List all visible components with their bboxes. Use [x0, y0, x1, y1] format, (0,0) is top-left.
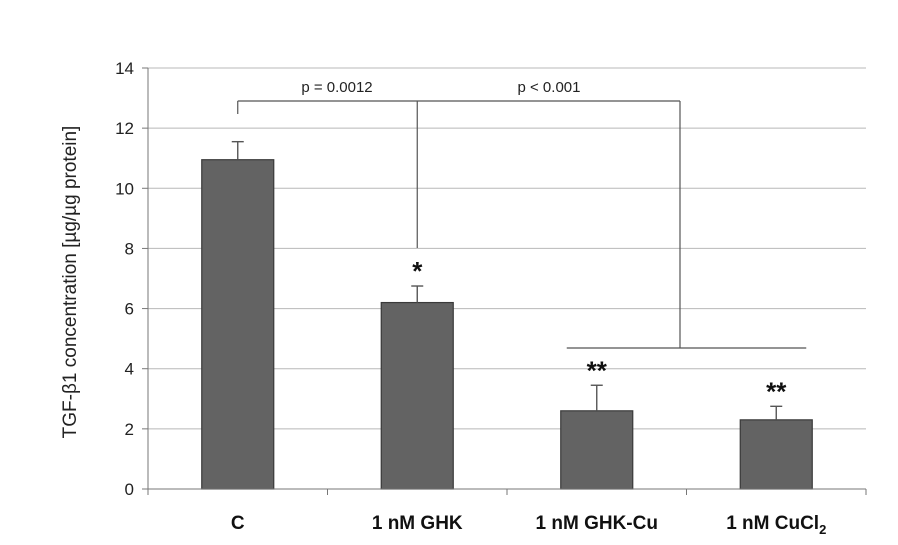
bar	[739, 419, 813, 490]
significance-marker: **	[766, 376, 787, 406]
bar	[560, 410, 634, 490]
y-tick-label: 0	[125, 480, 134, 499]
x-category-label: 1 nM GHK	[372, 513, 463, 534]
x-category-label: C	[231, 513, 245, 534]
x-category-label: 1 nM GHK-Cu	[536, 513, 658, 534]
p-value-label: p = 0.0012	[301, 79, 372, 96]
axes: 0 2 4 6 8 10 12 14 C 1 nM GHK 1 nM GHK-Cu 1 nM CuCl…	[115, 59, 867, 537]
y-tick-label: 8	[125, 239, 134, 258]
y-tick-label: 14	[115, 59, 134, 78]
x-category-label: 1 nM CuCl2	[726, 513, 826, 537]
significance-marker: *	[412, 256, 423, 286]
y-tick-label: 10	[115, 179, 134, 198]
y-tick-label: 2	[125, 420, 134, 439]
significance-marker: **	[587, 355, 608, 385]
y-tick-label: 12	[115, 119, 134, 138]
y-tick-label: 4	[125, 360, 134, 379]
y-axis-label: TGF-β1 concentration [µg/µg protein]	[60, 126, 81, 439]
bar	[201, 159, 275, 490]
y-tick-label: 6	[125, 300, 134, 319]
x-category-label-subscript: 2	[819, 522, 826, 537]
annotations: *****p = 0.0012 p < 0.001	[237, 79, 807, 406]
p-value-label: p < 0.001	[518, 79, 581, 96]
bar	[380, 301, 454, 490]
bars	[201, 140, 813, 490]
